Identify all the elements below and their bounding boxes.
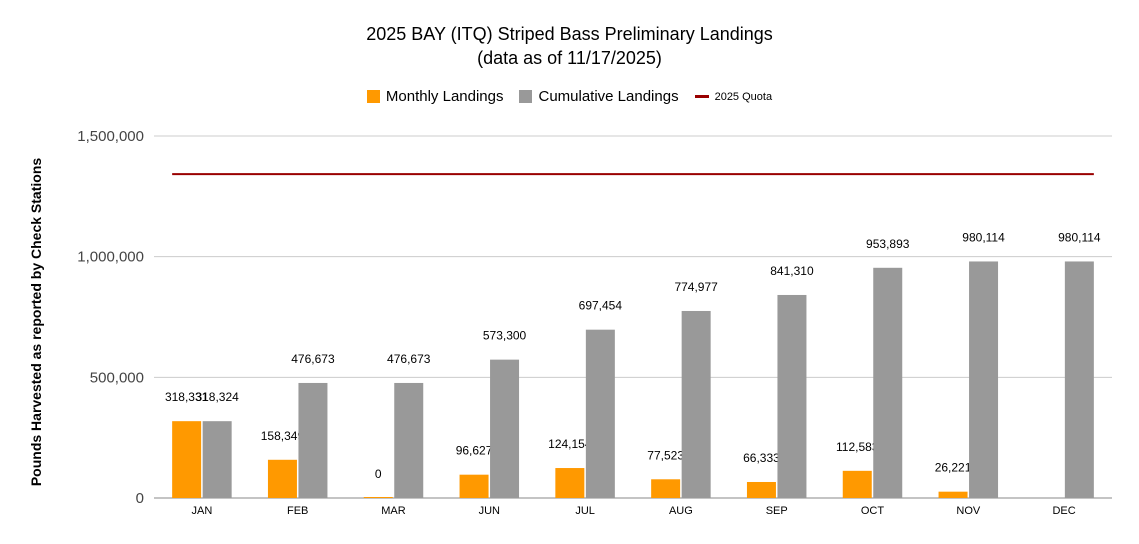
legend-swatch-quota (694, 95, 709, 98)
cumulative-data-label: 697,454 (579, 299, 623, 313)
legend-item-cumulative: Cumulative Landings (519, 88, 679, 105)
chart-title-line-1: 2025 BAY (ITQ) Striped Bass Preliminary … (366, 24, 773, 44)
chart-title-line-2: (data as of 11/17/2025) (477, 48, 662, 68)
monthly-bar (459, 474, 489, 498)
monthly-data-label: 0 (375, 467, 382, 481)
chart-title: 2025 BAY (ITQ) Striped Bass Preliminary … (0, 22, 1139, 70)
cumulative-data-label: 476,673 (387, 352, 431, 366)
monthly-data-label: 77,523 (647, 448, 684, 462)
cumulative-data-label: 476,673 (291, 352, 335, 366)
cumulative-bar (202, 421, 232, 498)
x-tick-label: SEP (766, 505, 788, 517)
legend-swatch-cumulative (519, 90, 533, 103)
x-tick-label: JUL (575, 505, 595, 517)
monthly-bar (842, 470, 872, 498)
monthly-data-label: 96,627 (456, 444, 493, 458)
monthly-data-label: 66,333 (743, 451, 780, 465)
cumulative-data-label: 573,300 (483, 329, 527, 343)
cumulative-bar (969, 261, 999, 498)
x-tick-label: JAN (192, 505, 213, 517)
x-tick-label: MAR (381, 505, 406, 517)
y-tick-label: 1,000,000 (77, 249, 144, 266)
monthly-data-label: 26,221 (935, 461, 972, 475)
legend-item-quota: 2025 Quota (694, 90, 773, 103)
cumulative-bar (681, 310, 711, 498)
monthly-bar (363, 497, 393, 498)
cumulative-data-label: 980,114 (1058, 230, 1101, 244)
x-tick-label: FEB (287, 505, 308, 517)
cumulative-bar (1064, 261, 1094, 498)
cumulative-bar (777, 294, 807, 498)
monthly-bar (746, 481, 776, 498)
x-tick-label: AUG (669, 505, 693, 517)
cumulative-bar (490, 359, 520, 498)
chart-legend: Monthly Landings Cumulative Landings 202… (0, 88, 1139, 105)
monthly-data-label: 112,583 (836, 440, 879, 454)
cumulative-data-label: 318,324 (195, 390, 239, 404)
cumulative-data-label: 953,893 (866, 237, 910, 251)
monthly-bar (172, 421, 202, 498)
cumulative-data-label: 841,310 (770, 264, 814, 278)
y-tick-label: 1,500,000 (77, 128, 144, 145)
x-tick-label: NOV (956, 505, 981, 517)
monthly-data-label: 158,349 (261, 429, 305, 443)
x-tick-label: OCT (861, 505, 885, 517)
monthly-data-label: 318,331 (165, 390, 209, 404)
monthly-data-label: 124,154 (548, 437, 592, 451)
x-tick-label: JUN (479, 505, 500, 517)
legend-item-monthly: Monthly Landings (366, 88, 504, 105)
cumulative-bar (394, 382, 424, 498)
legend-label-cumulative: Cumulative Landings (538, 88, 679, 105)
monthly-bar (938, 491, 968, 498)
cumulative-bar (873, 267, 903, 498)
legend-label-quota: 2025 Quota (714, 90, 773, 103)
legend-swatch-monthly (366, 90, 380, 103)
cumulative-data-label: 980,114 (962, 230, 1005, 244)
monthly-bar (651, 479, 681, 498)
y-tick-label: 0 (136, 490, 144, 507)
x-tick-label: DEC (1052, 505, 1075, 517)
cumulative-data-label: 774,977 (674, 280, 718, 294)
legend-label-monthly: Monthly Landings (385, 88, 504, 105)
monthly-bar (555, 468, 585, 498)
cumulative-bar (585, 329, 615, 498)
monthly-bar (267, 459, 297, 498)
cumulative-bar (298, 382, 328, 498)
y-tick-label: 500,000 (90, 369, 144, 386)
